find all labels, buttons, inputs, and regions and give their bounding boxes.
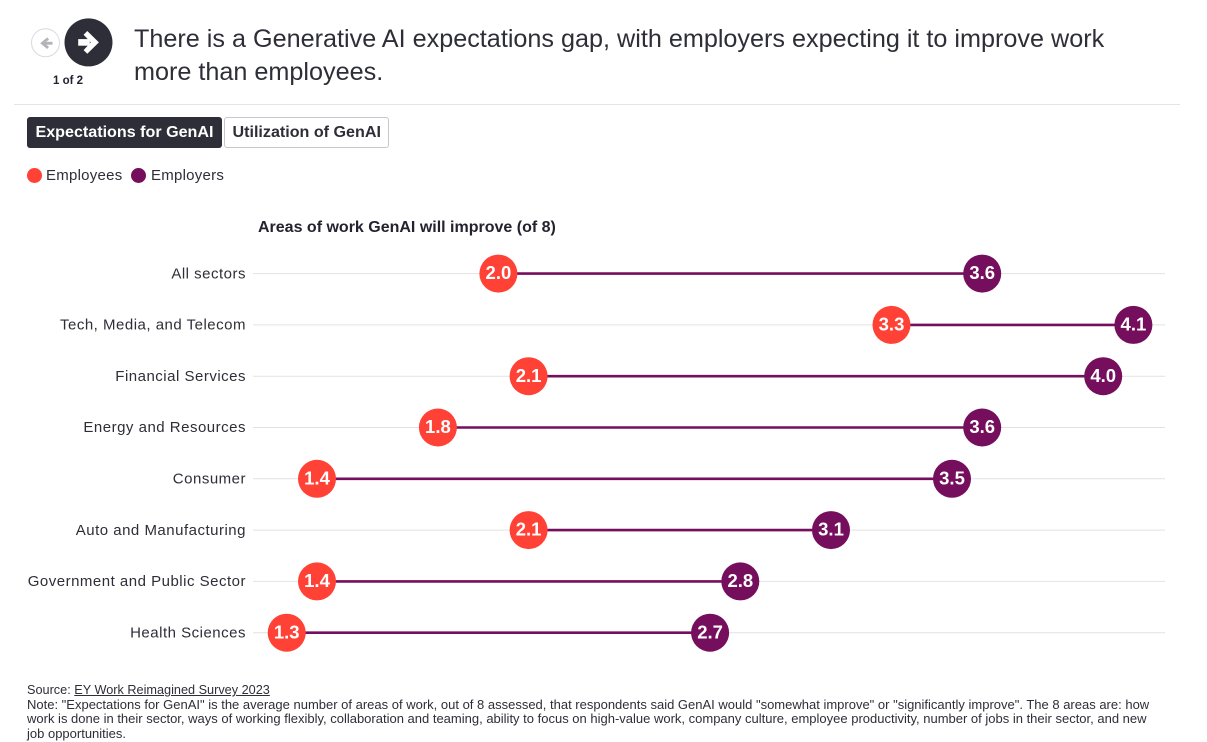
svg-text:1.3: 1.3 — [274, 621, 300, 642]
svg-text:3.6: 3.6 — [969, 262, 995, 283]
svg-text:Areas of work GenAI will impro: Areas of work GenAI will improve (of 8) — [258, 219, 556, 236]
svg-text:Consumer: Consumer — [173, 471, 246, 488]
svg-text:4.1: 4.1 — [1121, 314, 1147, 335]
svg-text:Financial Services: Financial Services — [115, 368, 246, 385]
svg-text:Tech, Media, and Telecom: Tech, Media, and Telecom — [60, 317, 246, 334]
svg-text:2.1: 2.1 — [516, 519, 542, 540]
svg-text:Health Sciences: Health Sciences — [130, 624, 246, 641]
svg-text:1.4: 1.4 — [304, 570, 330, 591]
svg-text:4.0: 4.0 — [1090, 365, 1116, 386]
svg-text:2.1: 2.1 — [516, 365, 542, 386]
svg-text:All sectors: All sectors — [171, 265, 246, 282]
svg-text:3.5: 3.5 — [939, 467, 965, 488]
svg-text:Auto and Manufacturing: Auto and Manufacturing — [76, 522, 246, 539]
svg-text:2.0: 2.0 — [486, 262, 512, 283]
svg-text:3.3: 3.3 — [879, 314, 905, 335]
svg-text:1.4: 1.4 — [304, 467, 330, 488]
svg-text:3.1: 3.1 — [818, 519, 844, 540]
svg-text:1.8: 1.8 — [425, 416, 451, 437]
svg-text:Energy and Resources: Energy and Resources — [83, 419, 246, 436]
svg-text:Government and Public Sector: Government and Public Sector — [28, 573, 246, 590]
svg-text:2.7: 2.7 — [697, 621, 723, 642]
svg-text:2.8: 2.8 — [727, 570, 753, 591]
svg-text:3.6: 3.6 — [969, 416, 995, 437]
